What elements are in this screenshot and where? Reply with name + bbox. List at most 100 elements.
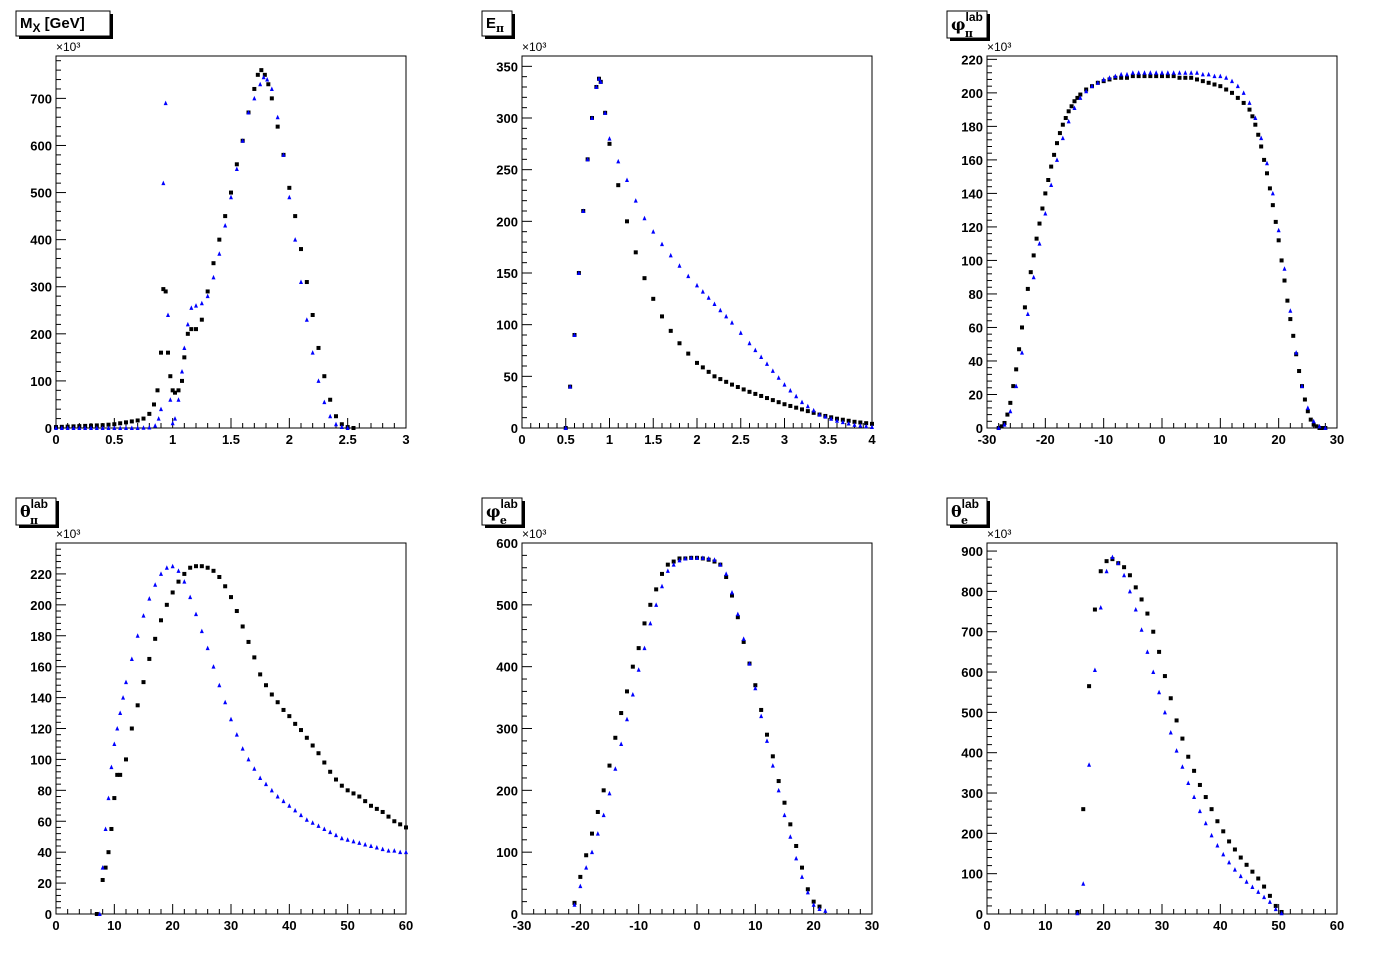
- data-point: [597, 76, 601, 81]
- data-point: [287, 803, 292, 808]
- y-tick-label: 0: [45, 421, 52, 436]
- data-point: [718, 377, 723, 382]
- data-point: [363, 799, 368, 804]
- data-point: [563, 425, 568, 430]
- data-point: [671, 559, 676, 564]
- data-point: [1305, 409, 1310, 414]
- data-point: [1136, 74, 1141, 79]
- data-point: [240, 624, 245, 629]
- data-point: [339, 835, 344, 841]
- data-point: [135, 633, 140, 638]
- chart-title: MX [GeV]: [20, 15, 85, 35]
- data-point: [633, 198, 638, 203]
- data-point: [1002, 422, 1007, 427]
- data-point: [823, 414, 828, 419]
- x-tick-label: 2: [286, 432, 293, 447]
- data-point: [730, 589, 734, 595]
- data-point: [164, 602, 169, 607]
- data-point: [852, 422, 857, 427]
- data-point: [269, 86, 274, 91]
- data-point: [1072, 105, 1077, 110]
- data-point: [794, 855, 799, 861]
- data-point: [572, 332, 577, 337]
- data-point: [1092, 667, 1097, 673]
- data-point: [1230, 90, 1234, 95]
- y-tick-label: 80: [38, 783, 52, 798]
- data-point: [155, 388, 160, 393]
- data-point: [299, 812, 303, 818]
- data-point: [800, 874, 804, 879]
- data-point: [159, 571, 163, 576]
- data-point: [185, 331, 190, 336]
- data-point: [1180, 736, 1185, 741]
- data-point: [607, 763, 612, 768]
- data-point: [706, 369, 711, 374]
- data-point: [374, 806, 379, 811]
- data-point: [1180, 764, 1185, 769]
- y-tick-label: 600: [496, 536, 518, 551]
- data-point: [168, 397, 173, 402]
- data-point: [129, 425, 134, 430]
- y-tick-label: 400: [30, 233, 52, 248]
- data-point: [252, 766, 257, 771]
- data-point: [1294, 350, 1299, 355]
- data-point: [700, 365, 705, 370]
- x-tick-label: 2.5: [339, 432, 357, 447]
- data-point: [630, 664, 635, 669]
- data-point: [1055, 157, 1059, 162]
- data-point: [166, 350, 170, 355]
- data-point: [805, 887, 810, 892]
- data-point: [1273, 219, 1278, 224]
- data-point: [1265, 171, 1269, 176]
- data-point: [246, 756, 251, 762]
- data-point: [374, 845, 379, 850]
- data-point: [156, 416, 161, 421]
- x-tick-label: 20: [1096, 918, 1110, 933]
- y-tick-label: 100: [961, 253, 983, 268]
- data-point: [578, 883, 583, 889]
- data-point: [800, 399, 804, 405]
- x-tick-label: 4: [868, 432, 876, 447]
- data-point: [293, 807, 298, 813]
- data-point: [1087, 684, 1092, 689]
- data-point: [170, 590, 175, 595]
- x-tick-label: 0.5: [105, 432, 123, 447]
- data-point: [147, 425, 152, 430]
- data-point: [1145, 649, 1150, 654]
- data-point: [1133, 607, 1138, 612]
- data-point: [261, 74, 266, 80]
- data-point: [94, 423, 99, 428]
- y-tick-label: 300: [496, 722, 518, 737]
- data-point: [668, 252, 673, 258]
- y-tick-label: 0: [976, 421, 983, 436]
- data-point: [234, 162, 239, 167]
- data-point: [677, 263, 682, 268]
- data-point: [97, 911, 102, 916]
- data-point: [817, 412, 822, 417]
- data-point: [1028, 270, 1033, 275]
- data-point: [1020, 325, 1024, 330]
- data-point: [1104, 568, 1109, 574]
- data-point: [258, 672, 263, 677]
- data-point: [1125, 75, 1129, 80]
- data-point: [1253, 115, 1258, 120]
- data-point: [310, 820, 315, 825]
- y-tick-label: 40: [969, 354, 983, 369]
- data-point: [293, 214, 298, 219]
- data-point: [607, 790, 612, 796]
- data-point: [1276, 227, 1281, 233]
- data-point: [118, 425, 123, 430]
- data-point: [1139, 627, 1144, 632]
- y-tick-label: 200: [30, 327, 52, 342]
- data-point: [299, 279, 303, 285]
- data-point: [607, 136, 612, 141]
- data-point: [598, 79, 603, 84]
- data-point: [858, 423, 863, 428]
- y-tick-label: 220: [30, 567, 52, 582]
- data-point: [153, 582, 158, 587]
- data-point: [651, 296, 656, 301]
- data-point: [1177, 75, 1182, 80]
- data-point: [1314, 424, 1319, 429]
- data-point: [660, 583, 664, 589]
- data-point: [568, 384, 573, 389]
